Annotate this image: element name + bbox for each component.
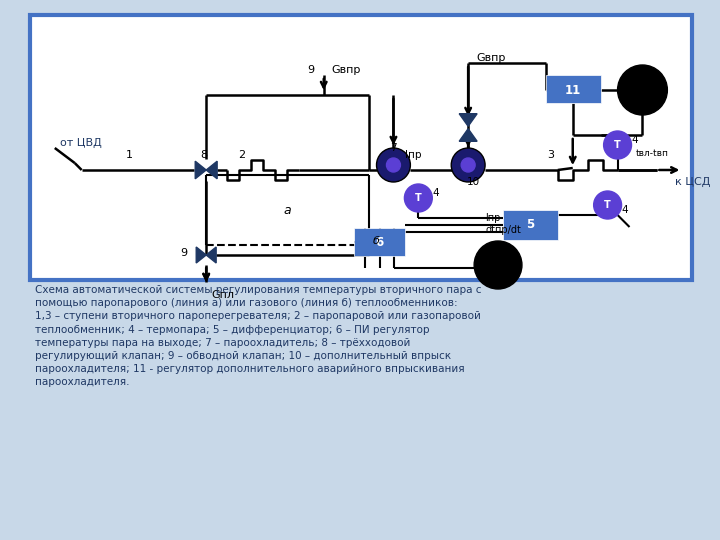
- Text: T: T: [604, 200, 611, 210]
- Circle shape: [618, 65, 667, 115]
- Polygon shape: [195, 161, 206, 179]
- Text: tвл-tвп: tвл-tвп: [636, 148, 668, 158]
- Circle shape: [387, 158, 400, 172]
- Text: от ЦВД: от ЦВД: [60, 138, 102, 148]
- Text: 9: 9: [307, 65, 315, 75]
- Text: Gвпр: Gвпр: [332, 65, 361, 75]
- Text: 4: 4: [432, 188, 438, 198]
- Circle shape: [451, 148, 485, 182]
- Text: Gпл: Gпл: [211, 290, 234, 300]
- Text: lпр: lпр: [405, 150, 422, 160]
- Circle shape: [594, 191, 621, 219]
- Text: dtпр/dt: dtпр/dt: [485, 225, 521, 235]
- Text: 10: 10: [467, 177, 480, 187]
- Text: lпр: lпр: [485, 213, 500, 223]
- Polygon shape: [206, 247, 216, 263]
- Circle shape: [462, 158, 475, 172]
- Text: T: T: [415, 193, 422, 203]
- Bar: [30, 15, 692, 280]
- Text: 6: 6: [375, 235, 384, 248]
- Bar: [354, 228, 405, 256]
- Circle shape: [377, 148, 410, 182]
- Text: б: б: [373, 236, 380, 246]
- Text: 11: 11: [564, 84, 581, 97]
- Text: 4: 4: [621, 205, 628, 215]
- Text: 8: 8: [201, 150, 208, 160]
- Text: к ЦСД: к ЦСД: [675, 177, 711, 187]
- Text: T: T: [614, 140, 621, 150]
- Text: 1: 1: [126, 150, 133, 160]
- Bar: [503, 210, 558, 240]
- Text: а: а: [283, 204, 291, 217]
- Circle shape: [405, 184, 432, 212]
- Polygon shape: [459, 129, 477, 141]
- Polygon shape: [197, 247, 206, 263]
- Text: 9: 9: [181, 248, 188, 258]
- Polygon shape: [206, 161, 217, 179]
- Circle shape: [603, 131, 631, 159]
- Text: 2: 2: [238, 150, 246, 160]
- Bar: [30, 15, 692, 280]
- Text: Gвпр: Gвпр: [476, 53, 505, 63]
- Text: 7: 7: [390, 143, 397, 153]
- Circle shape: [474, 241, 522, 289]
- Text: 4: 4: [631, 135, 638, 145]
- Text: Схема автоматической системы регулирования температуры вторичного пара с
помощью: Схема автоматической системы регулирован…: [35, 285, 482, 387]
- Bar: [546, 75, 600, 103]
- Text: 5: 5: [526, 219, 534, 232]
- Text: 3: 3: [547, 150, 554, 160]
- Polygon shape: [459, 114, 477, 126]
